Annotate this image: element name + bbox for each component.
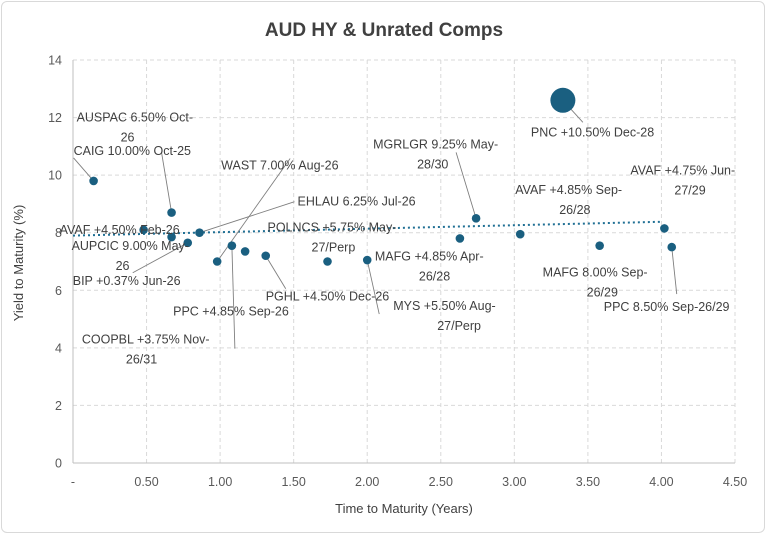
chart-title: AUD HY & Unrated Comps	[265, 20, 503, 41]
data-point[interactable]	[667, 242, 677, 252]
leader-line	[265, 255, 287, 289]
data-points	[89, 87, 677, 266]
trendline-layer	[72, 220, 662, 237]
data-label: AVAF +4.85% Sep-26/28	[515, 183, 622, 217]
x-tick-label: 0.50	[134, 475, 158, 489]
axes: 0 2 4 6 8 10 12 14 - 0.50 1.00 1.50 2.00 2.50 3.00 3.50…	[48, 54, 747, 490]
data-label: POLNCS +5.75% May-27/Perp	[268, 221, 397, 255]
y-tick-label: 10	[48, 169, 62, 183]
data-label: AUSPAC 6.50% Oct-26	[77, 111, 193, 145]
data-point[interactable]	[183, 238, 193, 248]
data-point[interactable]	[167, 208, 176, 217]
data-point[interactable]	[323, 257, 332, 266]
data-label: COOPBL +3.75% Nov-26/31	[82, 333, 210, 367]
data-point[interactable]	[595, 241, 604, 250]
data-label: AUPCIC 9.00% May-26	[72, 239, 189, 273]
data-point[interactable]	[660, 224, 669, 233]
data-point[interactable]	[240, 247, 250, 256]
data-label: MAFG +4.85% Apr-26/28	[375, 249, 484, 283]
data-label: PNC +10.50% Dec-28	[531, 125, 654, 139]
y-tick-label: 12	[48, 111, 62, 125]
data-label: MYS +5.50% Aug-27/Perp	[393, 299, 496, 333]
leader-line	[455, 152, 477, 219]
trendline	[72, 220, 662, 237]
leader-line	[73, 157, 94, 182]
data-label: PGHL +4.50% Dec-26	[266, 290, 390, 304]
data-point[interactable]	[455, 234, 465, 243]
data-label: CAIG 10.00% Oct-25	[74, 144, 191, 158]
data-label: BIP +0.37% Jun-26	[73, 274, 181, 288]
leader-line	[199, 201, 295, 234]
leader-line	[671, 247, 678, 295]
data-point[interactable]	[195, 228, 204, 238]
data-point[interactable]	[261, 251, 271, 261]
x-tick-label: 3.00	[502, 475, 526, 489]
y-tick-label: 0	[55, 457, 62, 471]
data-point[interactable]	[212, 257, 222, 266]
x-tick-label: -	[71, 475, 75, 489]
x-tick-label: 4.00	[649, 475, 673, 489]
x-tick-label: 1.50	[281, 475, 305, 489]
x-axis-title: Time to Maturity (Years)	[335, 501, 473, 516]
data-label: MAFG 8.00% Sep-26/29	[543, 266, 648, 300]
x-tick-label: 2.50	[429, 475, 453, 489]
data-point[interactable]	[167, 232, 176, 242]
data-label: PPC +4.85% Sep-26	[173, 304, 289, 318]
leader-line	[161, 152, 173, 213]
y-tick-label: 8	[55, 226, 62, 240]
data-label: MGRLGR 9.25% May-28/30	[373, 137, 498, 171]
data-point[interactable]	[89, 176, 98, 186]
gridlines	[73, 59, 736, 463]
leader-line	[132, 242, 188, 274]
x-tick-label: 1.00	[208, 475, 232, 489]
x-tick-label: 4.50	[723, 475, 747, 489]
data-point[interactable]	[471, 214, 481, 223]
leader-line	[366, 259, 380, 315]
data-point[interactable]	[139, 225, 148, 235]
x-tick-label: 3.50	[576, 475, 600, 489]
data-point[interactable]	[227, 241, 237, 250]
data-label: AVAF +4.75% Jun-27/29	[630, 163, 735, 197]
data-label: WAST 7.00% Aug-26	[221, 159, 338, 173]
y-axis-title: Yield to Maturity (%)	[11, 205, 26, 322]
leader-line	[231, 245, 236, 349]
data-point[interactable]	[362, 255, 372, 265]
x-tick-label: 2.00	[355, 475, 379, 489]
y-tick-label: 6	[55, 284, 62, 298]
data-label: AVAF +4.50% Feb-26	[60, 223, 180, 237]
y-tick-label: 4	[55, 341, 62, 355]
y-tick-label: 2	[55, 399, 62, 413]
data-point[interactable]	[515, 229, 525, 239]
data-point[interactable]	[550, 87, 576, 113]
y-tick-label: 14	[48, 54, 62, 68]
data-label: EHLAU 6.25% Jul-26	[298, 195, 416, 209]
data-labels: CAIG 10.00% Oct-25 AVAF +4.50% Feb-26 AUSP…	[60, 111, 736, 367]
data-label: PPC 8.50% Sep-26/29	[604, 300, 730, 314]
